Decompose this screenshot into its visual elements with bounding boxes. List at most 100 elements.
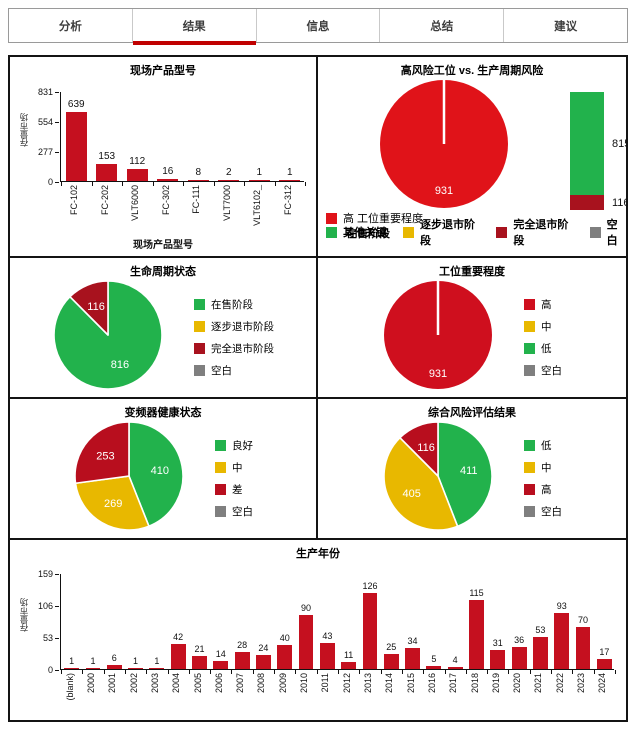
legend-item[interactable]: 在售阶段 [194, 297, 274, 312]
bar[interactable] [65, 111, 87, 181]
bar[interactable] [128, 668, 144, 669]
bar[interactable] [64, 668, 80, 669]
stacked-bar-segment[interactable] [570, 92, 604, 196]
bar-value-label: 1 [154, 656, 160, 666]
bar[interactable] [187, 180, 209, 181]
pie-slice[interactable] [437, 421, 493, 528]
combo-chart-high-risk: 高风险工位 vs. 生产周期风险 931 815 116 高 工位重要程度其他关键在售… [318, 57, 626, 256]
tab-item[interactable]: 分析 [9, 9, 133, 42]
legend-item[interactable]: 空白 [524, 504, 562, 519]
bar[interactable] [218, 180, 240, 181]
legend-swatch [524, 462, 535, 473]
legend-item[interactable]: 高 [524, 297, 562, 312]
panel-product-model: 现场产品型号 存量市场 639 153 112 16 8 2 1 1 0 277 554 831 FC-1… [10, 57, 318, 256]
bar[interactable] [426, 665, 442, 669]
bar[interactable] [405, 648, 421, 669]
bar-value-label: 21 [194, 644, 205, 655]
chart-title: 现场产品型号 [130, 65, 196, 77]
x-tick-label: 2008 [256, 673, 267, 694]
x-tick-label: 2001 [107, 673, 118, 694]
x-tick-label: FC-202 [99, 185, 110, 216]
bar[interactable] [149, 668, 165, 669]
bar[interactable] [106, 665, 122, 669]
legend-item[interactable]: 逐步退市阶段 [403, 216, 480, 248]
pie-value-label: 405 [403, 488, 421, 500]
stacked-bar-segment[interactable] [570, 195, 604, 210]
bar[interactable] [279, 180, 301, 181]
x-tick-label: (blank) [64, 673, 75, 701]
legend-label: 中 [541, 321, 552, 333]
x-tick-mark [244, 182, 245, 186]
legend-item[interactable]: 空白 [194, 363, 274, 378]
bar[interactable] [192, 656, 207, 669]
bar[interactable] [490, 650, 506, 669]
bar[interactable] [575, 626, 591, 669]
bar-value-label: 17 [599, 646, 610, 657]
bar[interactable] [596, 658, 612, 669]
pie-value-label: 253 [96, 450, 114, 462]
x-axis-labels: FC-102 FC-202 VLT6000 FC-302 FC-111 VLT7000 VL… [60, 182, 304, 236]
legend-item[interactable]: 空白 [215, 504, 253, 519]
bar[interactable] [532, 637, 548, 669]
bar-value-label: 1 [286, 167, 293, 178]
legend-item[interactable]: 其他关键 在售阶段 [326, 224, 390, 240]
tab-item[interactable]: 信息 [257, 9, 381, 42]
bar[interactable] [248, 180, 270, 181]
legend-item[interactable]: 逐步退市阶段 [194, 319, 274, 334]
bar[interactable] [126, 168, 148, 181]
legend-item[interactable]: 空白 [524, 363, 562, 378]
legend-label: 差 [232, 484, 243, 496]
legend-item[interactable]: 完全退市阶段 [194, 341, 274, 356]
bar-value-label: 24 [258, 642, 269, 653]
legend-item[interactable]: 低 [524, 341, 562, 356]
legend-item[interactable]: 高 [524, 482, 562, 497]
pie-slice[interactable] [74, 421, 130, 485]
x-tick-mark [316, 670, 318, 674]
bar[interactable] [554, 612, 570, 669]
bar[interactable] [362, 592, 378, 669]
bar[interactable] [298, 614, 314, 669]
pie-slice[interactable] [399, 421, 439, 477]
bar[interactable] [469, 599, 484, 669]
legend-label-overlay: 在售阶段 [346, 228, 390, 240]
legend-item[interactable]: 中 [524, 319, 562, 334]
pie-slice[interactable] [383, 436, 459, 531]
legend-item[interactable]: 中 [524, 460, 562, 475]
tab-item[interactable]: 建议 [504, 9, 627, 42]
plot-area: 1 1 6 1 1 42 21 14 28 24 40 90 43 11 126 25 34 5 4 115 31 36 5… [60, 574, 616, 674]
bar[interactable] [341, 662, 357, 669]
x-tick-mark [167, 670, 169, 674]
legend-swatch [524, 343, 535, 354]
bar[interactable] [85, 668, 101, 669]
bar[interactable] [234, 652, 250, 669]
x-tick-mark [122, 182, 123, 186]
bar[interactable] [319, 643, 335, 669]
legend-item[interactable]: 空白 [589, 216, 626, 248]
bar[interactable] [383, 653, 399, 669]
bar[interactable] [511, 647, 527, 669]
bar[interactable] [213, 660, 229, 669]
legend-item[interactable]: 差 [215, 482, 253, 497]
x-tick-mark [91, 182, 93, 186]
x-tick-label: 2006 [213, 673, 224, 694]
x-tick-mark [551, 670, 553, 674]
bar[interactable] [255, 654, 271, 669]
bar[interactable] [170, 643, 186, 669]
bar-value-label: 53 [535, 625, 546, 635]
legend-item[interactable]: 低 [524, 438, 562, 453]
bar[interactable] [447, 666, 463, 669]
pie-slice[interactable] [128, 421, 184, 527]
pie-slice[interactable] [74, 475, 150, 531]
bar[interactable] [277, 644, 293, 669]
legend-item[interactable]: 中 [215, 460, 253, 475]
x-tick-mark [61, 182, 62, 186]
bar[interactable] [157, 179, 179, 181]
tab-item[interactable]: 总结 [380, 9, 505, 42]
pie-slice[interactable] [69, 280, 109, 336]
chart-legend: 在售阶段逐步退市阶段 完全退市阶段 空白 [194, 297, 274, 378]
legend-item[interactable]: 完全退市阶段 [496, 216, 573, 248]
bar[interactable] [96, 164, 118, 181]
legend-item[interactable]: 高 工位重要程度 [326, 210, 423, 226]
tab-item[interactable]: 结果 [132, 9, 257, 45]
legend-item[interactable]: 良好 [215, 438, 253, 453]
